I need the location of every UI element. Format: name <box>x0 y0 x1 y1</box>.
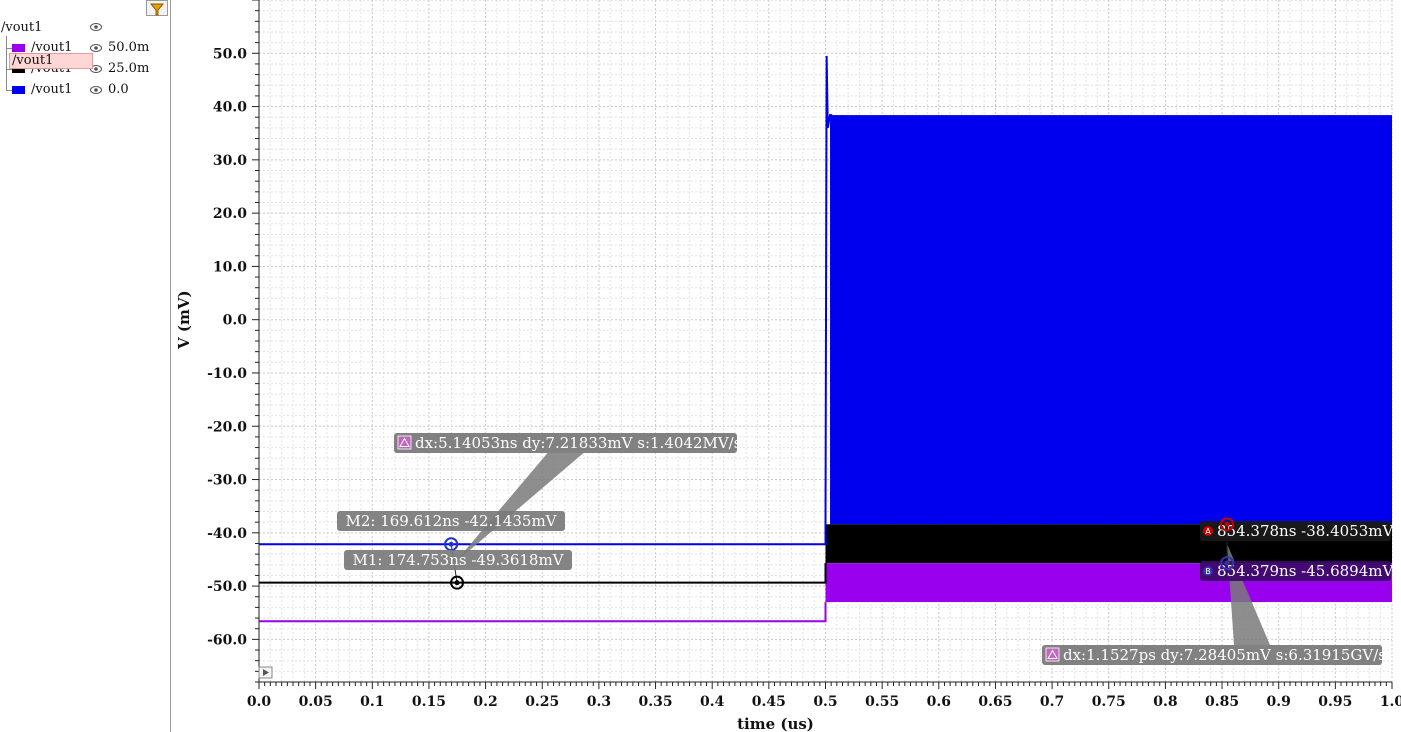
series-line-1 <box>259 563 827 584</box>
legend-panel: /vout1 /vout1 50.0m /vout1 25.0m /vout1 … <box>0 0 171 732</box>
marker-point <box>450 575 465 590</box>
markers: M2: 169.612ns -42.1435mV M1: 174.753ns -4… <box>337 511 1394 590</box>
marker-label: M1: 174.753ns -49.3618mV <box>352 551 564 569</box>
play-icon <box>263 669 269 676</box>
marker-badge-letter: B <box>1205 567 1211 576</box>
x-axis-label: time (us) <box>737 715 814 732</box>
marker-point <box>1220 556 1235 571</box>
legend-swatch[interactable] <box>12 44 25 52</box>
eye-icon[interactable] <box>90 85 102 95</box>
x-tick-label: 0.9 <box>1267 694 1291 710</box>
legend-item-label[interactable]: /vout1 <box>31 82 73 97</box>
y-tick-label: -20.0 <box>207 419 247 435</box>
x-tick-label: 0.55 <box>865 694 899 710</box>
expand-button[interactable] <box>258 666 273 679</box>
delta-annotations: dx:5.14053ns dy:7.21833mV s:1.4042MV/s dx… <box>394 433 1386 665</box>
y-tick-label: 30.0 <box>213 153 247 169</box>
marker-badge-letter: A <box>1205 527 1211 536</box>
x-tick-label: 0.7 <box>1040 694 1064 710</box>
filter-button[interactable] <box>146 0 168 16</box>
delta-icon <box>1045 647 1060 662</box>
x-tick-label: 0.0 <box>247 694 272 710</box>
delta-pointer <box>454 453 584 564</box>
marker-dot <box>1224 521 1230 527</box>
marker-box <box>1200 561 1391 581</box>
marker-dot <box>448 541 454 547</box>
tick-labels: 0.0 0.05 0.1 0.15 0.2 0.25 0.3 0.35 0.4 0.45 0.5 0.… <box>207 46 1401 710</box>
signal-bands <box>825 115 1392 603</box>
x-tick-label: 0.95 <box>1318 694 1352 710</box>
y-tick-label: 0.0 <box>223 313 248 329</box>
marker-dot <box>454 580 460 586</box>
x-tick-label: 0.6 <box>927 694 951 710</box>
delta-box <box>394 433 737 453</box>
y-tick-label: -30.0 <box>207 473 247 489</box>
signal-lines <box>259 55 833 623</box>
x-tick-label: 0.45 <box>752 694 786 710</box>
drag-tooltip: /vout1 <box>9 53 93 69</box>
marker-box <box>344 550 572 570</box>
series-band-0 <box>830 115 1392 525</box>
legend-swatch[interactable] <box>12 86 25 94</box>
x-tick-label: 0.15 <box>412 694 446 710</box>
delta-label: dx:1.1527ps dy:7.28405mV s:6.31915GV/s <box>1063 646 1386 664</box>
x-tick-label: 0.1 <box>360 694 384 710</box>
y-tick-label: 10.0 <box>213 259 247 275</box>
series-line-0 <box>259 55 833 546</box>
y-tick-label: 20.0 <box>213 206 247 222</box>
delta-icon <box>397 435 412 450</box>
y-tick-label: -10.0 <box>207 366 247 382</box>
x-tick-label: 0.5 <box>813 694 837 710</box>
x-tick-label: 0.4 <box>700 694 725 710</box>
series-line-2 <box>259 602 827 623</box>
x-tick-label: 0.25 <box>525 694 559 710</box>
x-tick-label: 1.0 <box>1380 694 1401 710</box>
marker-box <box>1200 521 1391 541</box>
marker-label: 854.378ns -38.4053mV <box>1217 522 1394 540</box>
filter-icon <box>149 3 165 16</box>
x-tick-label: 0.85 <box>1205 694 1239 710</box>
legend-item-offset: 0.0 <box>108 82 129 97</box>
y-tick-label: -40.0 <box>207 526 247 542</box>
eye-icon[interactable] <box>90 22 102 32</box>
marker-label: M2: 169.612ns -42.1435mV <box>345 512 557 530</box>
y-tick-label: 40.0 <box>213 100 247 116</box>
x-tick-label: 0.2 <box>473 694 497 710</box>
delta-symbol <box>399 437 410 447</box>
legend-item-label[interactable]: /vout1 <box>31 40 73 55</box>
x-tick-label: 0.8 <box>1153 694 1177 710</box>
delta-label: dx:5.14053ns dy:7.21833mV s:1.4042MV/s <box>415 434 741 452</box>
legend-item-offset: 50.0m <box>108 40 150 55</box>
marker-badge <box>1203 566 1213 576</box>
y-axis-label: V (mV) <box>175 290 193 350</box>
y-tick-label: -60.0 <box>207 632 247 648</box>
x-tick-label: 0.75 <box>1092 694 1126 710</box>
marker-label: 854.379ns -45.6894mV <box>1217 562 1394 580</box>
marker-badge <box>1203 526 1213 536</box>
legend-swatch[interactable] <box>12 65 25 73</box>
legend-group-label: /vout1 <box>1 20 43 35</box>
marker-box <box>337 511 565 531</box>
eye-icon[interactable] <box>90 64 102 74</box>
x-tick-label: 0.3 <box>587 694 611 710</box>
delta-box <box>1042 645 1382 665</box>
x-tick-label: 0.05 <box>299 694 333 710</box>
y-tick-label: -50.0 <box>207 579 247 595</box>
delta-symbol <box>1047 649 1058 659</box>
plot-axes <box>252 0 1393 689</box>
x-tick-label: 0.35 <box>638 694 672 710</box>
legend-item-offset: 25.0m <box>108 61 150 76</box>
y-tick-label: 50.0 <box>213 46 247 62</box>
marker-dot <box>1224 560 1230 566</box>
x-tick-label: 0.65 <box>978 694 1012 710</box>
waveform-plot[interactable]: 0.0 0.05 0.1 0.15 0.2 0.25 0.3 0.35 0.4 0.45 0.5 0.… <box>171 0 1401 732</box>
marker-point <box>1220 517 1235 532</box>
eye-icon[interactable] <box>90 43 102 53</box>
